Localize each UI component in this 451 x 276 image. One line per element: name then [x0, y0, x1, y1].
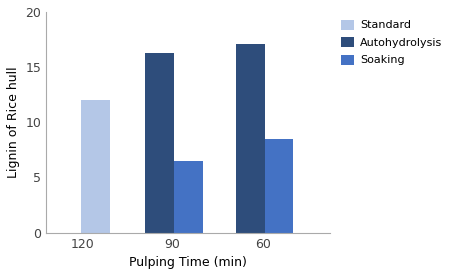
X-axis label: Pulping Time (min): Pulping Time (min) — [129, 256, 247, 269]
Bar — [235, 44, 264, 233]
Bar — [174, 161, 203, 233]
Bar — [145, 53, 174, 233]
Legend: Standard, Autohydrolysis, Soaking: Standard, Autohydrolysis, Soaking — [338, 17, 443, 68]
Y-axis label: Lignin of Rice hull: Lignin of Rice hull — [7, 67, 20, 178]
Bar — [81, 100, 110, 233]
Bar — [264, 139, 293, 233]
